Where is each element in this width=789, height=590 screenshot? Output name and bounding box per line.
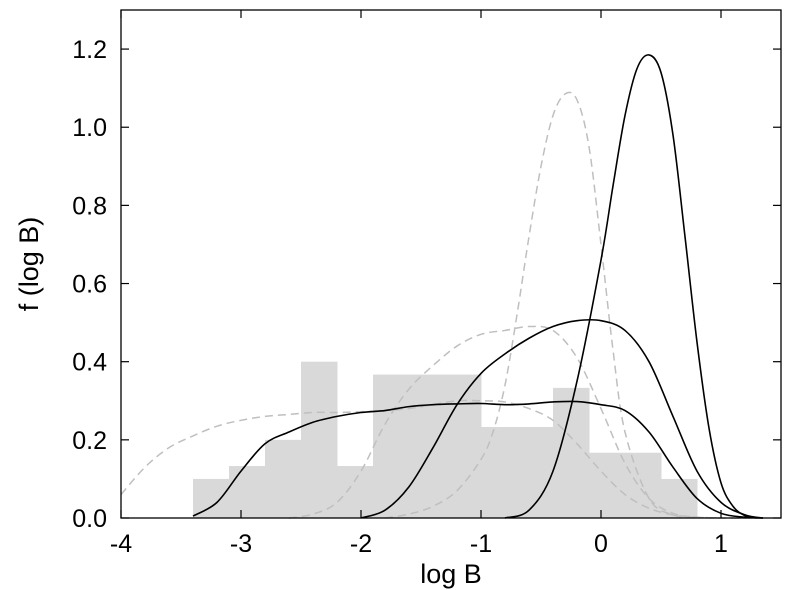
x-tick-label: -2 [350,530,372,558]
y-tick-label: 1.2 [72,36,107,64]
y-tick-label: 0.2 [72,427,107,455]
y-tick-label: 0.0 [72,505,107,533]
curves [120,54,764,519]
histogram-bar [265,439,302,518]
histogram-bar [301,361,338,518]
x-tick-label: 0 [594,530,608,558]
dashed-curve-5 [288,325,722,519]
solid-curve-2 [360,318,764,519]
y-tick-label: 0.8 [72,192,107,220]
histogram [193,361,698,518]
histogram-bar [481,426,518,518]
histogram-bar [373,374,410,518]
axis-ticks: -4 -3 -2 -1 0 1 0.0 0.2 0.4 0.6 0.8 1.0 1.2 [72,10,781,558]
y-axis-label: f (log B) [14,217,44,312]
histogram-bar [229,466,266,518]
y-tick-label: 1.0 [72,114,107,142]
histogram-bar [661,478,698,518]
y-tick-label: 0.4 [72,349,107,377]
dashed-curve-6 [384,91,698,519]
histogram-bar [337,466,374,518]
histogram-bar [193,478,230,518]
dashed-curve-4 [120,399,763,519]
solid-curve-1 [192,400,764,519]
x-tick-label: -3 [230,530,252,558]
x-tick-label: 1 [714,530,728,558]
histogram-bar [409,374,446,518]
plot-frame [120,9,782,519]
x-tick-label: -4 [110,530,132,558]
x-axis-label: log B [420,559,482,589]
y-tick-label: 0.6 [72,271,107,299]
histogram-bar [445,374,482,518]
solid-curve-3 [504,54,758,519]
histogram-bar [589,452,626,518]
x-tick-label: -1 [470,530,492,558]
